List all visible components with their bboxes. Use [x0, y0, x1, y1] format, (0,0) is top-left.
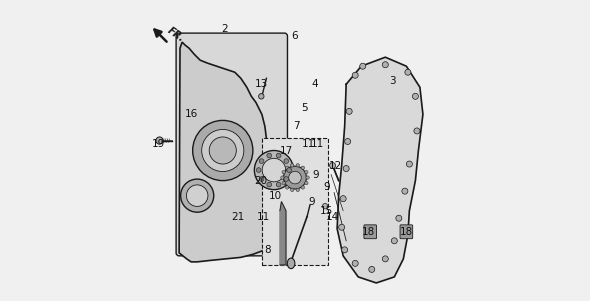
Circle shape [304, 181, 308, 185]
Text: 4: 4 [312, 79, 318, 89]
Text: 6: 6 [291, 31, 299, 41]
Circle shape [254, 150, 293, 190]
Circle shape [258, 94, 264, 99]
Circle shape [290, 164, 294, 167]
Circle shape [181, 179, 214, 212]
Circle shape [360, 63, 366, 69]
Circle shape [382, 62, 388, 68]
Circle shape [396, 215, 402, 221]
Text: 15: 15 [320, 206, 333, 216]
Circle shape [343, 166, 349, 172]
Text: 14: 14 [326, 212, 339, 222]
Text: 5: 5 [301, 103, 307, 113]
Text: FR.: FR. [166, 25, 186, 44]
Circle shape [202, 129, 244, 172]
Circle shape [156, 137, 163, 144]
Circle shape [369, 266, 375, 272]
Circle shape [267, 182, 271, 187]
Circle shape [193, 120, 253, 181]
Circle shape [209, 137, 237, 164]
Circle shape [330, 163, 336, 169]
Circle shape [342, 247, 348, 253]
Text: 19: 19 [152, 139, 165, 150]
FancyBboxPatch shape [262, 138, 328, 265]
Circle shape [287, 168, 291, 172]
Circle shape [267, 153, 271, 158]
Circle shape [282, 181, 286, 185]
Circle shape [284, 159, 289, 163]
Circle shape [339, 224, 345, 230]
Circle shape [345, 138, 350, 144]
Circle shape [322, 203, 328, 209]
Text: 7: 7 [293, 121, 300, 132]
Circle shape [414, 128, 420, 134]
Circle shape [256, 168, 261, 172]
Circle shape [306, 176, 309, 179]
Text: 16: 16 [185, 109, 198, 119]
Text: 11: 11 [302, 139, 315, 150]
Polygon shape [337, 57, 423, 283]
Circle shape [276, 182, 281, 187]
Text: 18: 18 [400, 227, 413, 237]
Circle shape [259, 159, 264, 163]
Circle shape [352, 260, 358, 266]
Text: 11: 11 [311, 139, 324, 150]
Ellipse shape [287, 258, 295, 268]
Circle shape [281, 176, 284, 179]
Circle shape [286, 186, 289, 189]
Text: 18: 18 [362, 227, 375, 237]
Circle shape [304, 170, 308, 174]
Circle shape [296, 164, 300, 167]
Circle shape [276, 153, 281, 158]
Text: 21: 21 [231, 212, 244, 222]
Text: 20: 20 [254, 175, 267, 186]
FancyBboxPatch shape [176, 33, 287, 256]
Circle shape [352, 72, 358, 78]
Circle shape [286, 166, 289, 169]
Text: 9: 9 [323, 182, 330, 192]
Circle shape [284, 177, 289, 182]
Text: 12: 12 [329, 160, 342, 171]
Circle shape [407, 161, 412, 167]
Circle shape [346, 108, 352, 114]
Circle shape [402, 188, 408, 194]
Polygon shape [280, 202, 286, 265]
Text: 9: 9 [313, 169, 319, 180]
Circle shape [282, 170, 286, 174]
Circle shape [290, 188, 294, 191]
Text: 9: 9 [308, 197, 315, 207]
Text: 11: 11 [257, 212, 270, 222]
Text: 3: 3 [389, 76, 396, 86]
Text: 13: 13 [255, 79, 268, 89]
Circle shape [289, 171, 301, 184]
Circle shape [340, 196, 346, 202]
FancyBboxPatch shape [400, 225, 412, 239]
Circle shape [301, 186, 304, 189]
Text: 2: 2 [221, 23, 228, 34]
Circle shape [262, 158, 286, 182]
Circle shape [382, 256, 388, 262]
Polygon shape [179, 42, 283, 262]
Text: 8: 8 [264, 245, 271, 255]
Circle shape [284, 166, 306, 189]
Circle shape [405, 69, 411, 75]
FancyBboxPatch shape [364, 225, 376, 239]
Circle shape [391, 238, 397, 244]
Circle shape [296, 188, 300, 191]
Text: 17: 17 [279, 145, 293, 156]
Circle shape [186, 185, 208, 206]
Circle shape [301, 166, 304, 169]
Text: 10: 10 [269, 191, 282, 201]
Circle shape [412, 93, 418, 99]
Circle shape [259, 177, 264, 182]
